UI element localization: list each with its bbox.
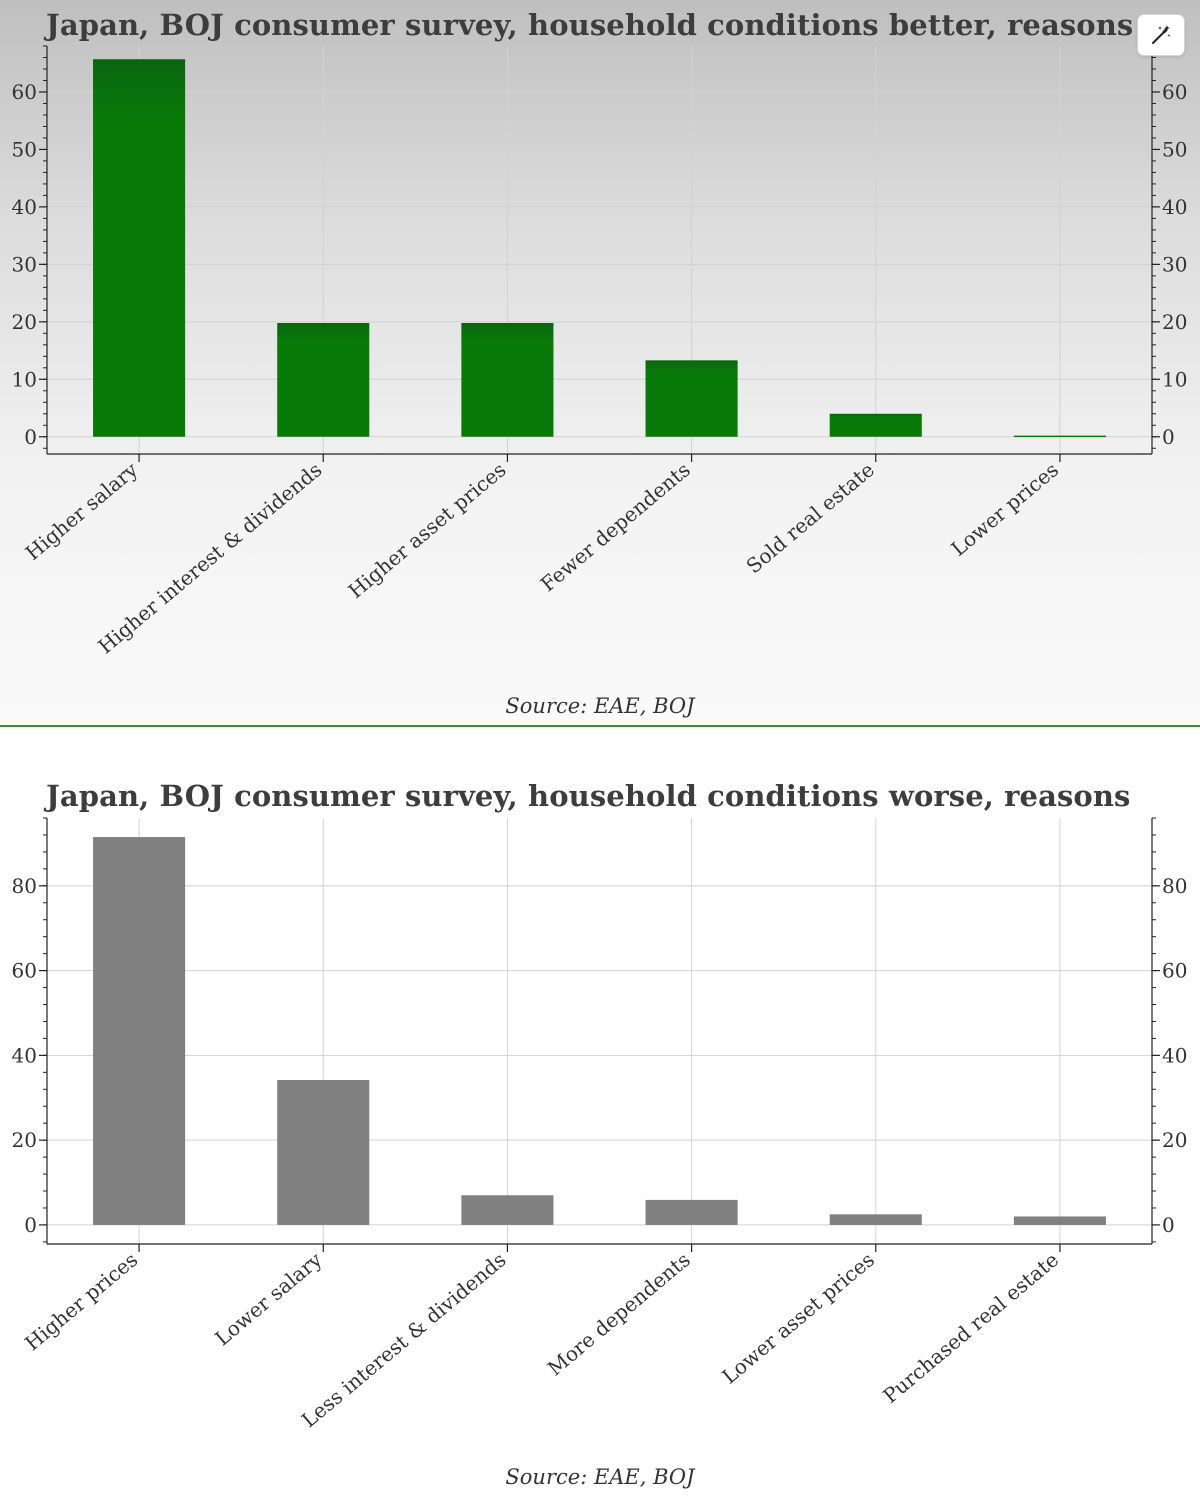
bar — [461, 1195, 554, 1225]
y-tick-label-left: 0 — [24, 1213, 37, 1237]
bar — [829, 1214, 922, 1225]
chart-panel-worse: Japan, BOJ consumer survey, household co… — [0, 727, 1200, 1505]
y-tick-label-right: 20 — [1162, 1128, 1187, 1152]
bar — [1013, 435, 1106, 438]
x-tick-label: Higher salary — [21, 457, 143, 565]
y-tick-label-right: 60 — [1162, 959, 1187, 983]
source-note-worse: Source: EAE, BOJ — [505, 1465, 695, 1489]
y-tick-label-left: 80 — [12, 874, 37, 898]
x-tick-label: Lower asset prices — [717, 1247, 879, 1388]
y-tick-label-left: 10 — [12, 367, 37, 391]
y-tick-label-right: 0 — [1162, 1213, 1175, 1237]
y-tick-label-right: 60 — [1162, 80, 1187, 104]
bar — [645, 360, 738, 437]
bar — [645, 1199, 738, 1225]
x-tick-label: Fewer dependents — [536, 457, 695, 596]
bar — [1013, 1216, 1106, 1225]
bar — [277, 1079, 370, 1225]
y-tick-label-left: 20 — [12, 310, 37, 334]
bar — [93, 59, 186, 437]
bar — [93, 837, 186, 1225]
y-tick-label-left: 40 — [12, 195, 37, 219]
y-tick-label-left: 60 — [12, 959, 37, 983]
y-tick-label-right: 40 — [1162, 195, 1187, 219]
x-tick-label: Higher asset prices — [344, 457, 511, 603]
y-tick-label-left: 0 — [24, 425, 37, 449]
y-tick-label-right: 0 — [1162, 425, 1175, 449]
x-tick-label: Higher interest & dividends — [93, 457, 326, 658]
y-tick-label-right: 50 — [1162, 137, 1187, 161]
x-tick-label: More dependents — [543, 1247, 695, 1380]
panel-divider — [0, 725, 1200, 727]
chart-panel-better: Japan, BOJ consumer survey, household co… — [0, 0, 1200, 726]
chart-title-worse: Japan, BOJ consumer survey, household co… — [46, 779, 1131, 813]
x-tick-label: Sold real estate — [741, 457, 878, 578]
x-tick-label: Lower prices — [946, 457, 1063, 560]
source-note-better: Source: EAE, BOJ — [505, 694, 695, 718]
y-tick-label-right: 10 — [1162, 367, 1187, 391]
y-tick-label-left: 20 — [12, 1128, 37, 1152]
x-tick-label: Purchased real estate — [878, 1247, 1063, 1408]
y-tick-label-right: 20 — [1162, 310, 1187, 334]
magic-wand-button[interactable] — [1137, 14, 1185, 56]
y-tick-label-right: 80 — [1162, 874, 1187, 898]
y-tick-label-left: 50 — [12, 137, 37, 161]
x-tick-label: Higher prices — [20, 1247, 142, 1355]
y-tick-label-left: 30 — [12, 252, 37, 276]
magic-wand-icon — [1152, 25, 1171, 44]
bar — [277, 322, 370, 437]
y-tick-label-right: 40 — [1162, 1043, 1187, 1067]
chart-title-better: Japan, BOJ consumer survey, household co… — [46, 8, 1134, 42]
bar-chart-worse: 0 0 20 20 40 40 60 60 80 80 Higher prices Lower sal… — [12, 817, 1187, 1432]
bar — [461, 322, 554, 437]
y-tick-label-right: 30 — [1162, 252, 1187, 276]
y-tick-label-left: 40 — [12, 1043, 37, 1067]
x-tick-label: Less interest & dividends — [297, 1247, 511, 1432]
y-tick-label-left: 60 — [12, 80, 37, 104]
x-tick-label: Lower salary — [210, 1247, 327, 1350]
bar — [829, 413, 922, 437]
